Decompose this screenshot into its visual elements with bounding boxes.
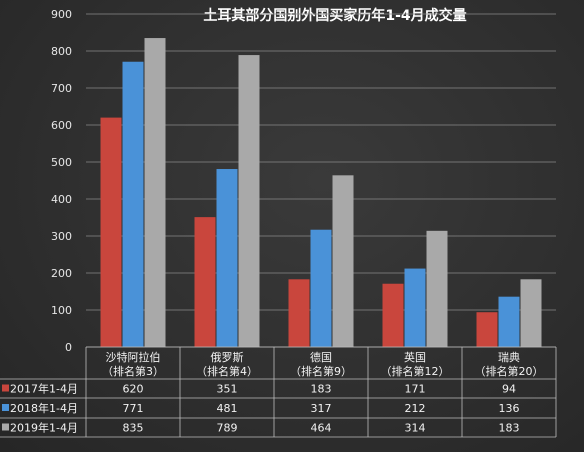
y-tick-label: 300 — [51, 230, 72, 243]
x-category-label: 德国 — [310, 350, 332, 364]
data-table-cell: 771 — [123, 402, 144, 415]
data-table-cell: 481 — [217, 402, 238, 415]
bar — [498, 296, 520, 347]
data-table-cell: 183 — [311, 383, 332, 396]
x-category-label: （排名第12） — [381, 364, 450, 378]
x-category-label: 沙特阿拉伯 — [106, 350, 161, 364]
bar — [310, 229, 332, 347]
y-tick-label: 100 — [51, 304, 72, 317]
bar — [288, 279, 310, 347]
x-category-label: 英国 — [404, 350, 426, 364]
data-table-cell: 314 — [405, 422, 426, 435]
data-table-cell: 464 — [311, 422, 332, 435]
bars — [100, 38, 542, 348]
bar — [382, 283, 404, 347]
y-axis: 0 100 200 300 400 500 600 700 800 900 — [51, 8, 72, 354]
y-tick-label: 800 — [51, 45, 72, 58]
legend-series-name: 2017年1-4月 — [10, 382, 78, 396]
bar — [194, 217, 216, 347]
y-tick-label: 700 — [51, 82, 72, 95]
data-table-cell: 789 — [217, 422, 238, 435]
legend-swatch — [2, 404, 9, 411]
bar — [216, 169, 238, 347]
data-table-cell: 835 — [123, 422, 144, 435]
bar — [122, 61, 144, 347]
data-table-cell: 183 — [499, 422, 520, 435]
data-table-cell: 171 — [405, 383, 426, 396]
bar — [476, 312, 498, 347]
legend-swatch — [2, 384, 9, 392]
data-table-cell: 351 — [217, 383, 238, 396]
bar — [404, 268, 426, 347]
bar — [238, 55, 260, 347]
y-tick-label: 600 — [51, 119, 72, 132]
legend-series-name: 2019年1-4月 — [10, 421, 78, 435]
bar — [144, 38, 166, 348]
data-table-cell: 136 — [499, 402, 520, 415]
x-category-label: 俄罗斯 — [211, 351, 244, 364]
x-category-label: 瑞典 — [498, 350, 520, 364]
x-category-label: （排名第20） — [475, 364, 544, 378]
y-tick-label: 200 — [51, 267, 72, 280]
bar — [100, 117, 122, 347]
bar — [426, 230, 448, 347]
x-category-label: （排名第9） — [290, 364, 352, 378]
y-tick-label: 900 — [51, 8, 72, 21]
data-table-cell: 620 — [123, 383, 144, 396]
legend-swatch — [2, 423, 9, 431]
y-tick-label: 0 — [65, 341, 72, 354]
data-table-cell: 317 — [311, 402, 332, 415]
bar — [520, 279, 542, 347]
chart-title: 土耳其部分国别外国买家历年1-4月成交量 — [203, 7, 466, 24]
y-tick-label: 500 — [51, 156, 72, 169]
x-category-label: （排名第4） — [196, 364, 258, 378]
data-table-cell: 94 — [502, 383, 516, 396]
y-tick-label: 400 — [51, 193, 72, 206]
bar — [332, 175, 354, 347]
data-table: 沙特阿拉伯（排名第3） 俄罗斯（排名第4） 德国（排名第9） 英国（排名第12） 瑞典（… — [0, 346, 557, 438]
data-table-cell: 212 — [405, 402, 426, 415]
legend-series-name: 2018年1-4月 — [10, 401, 78, 415]
x-category-label: （排名第3） — [102, 364, 164, 378]
